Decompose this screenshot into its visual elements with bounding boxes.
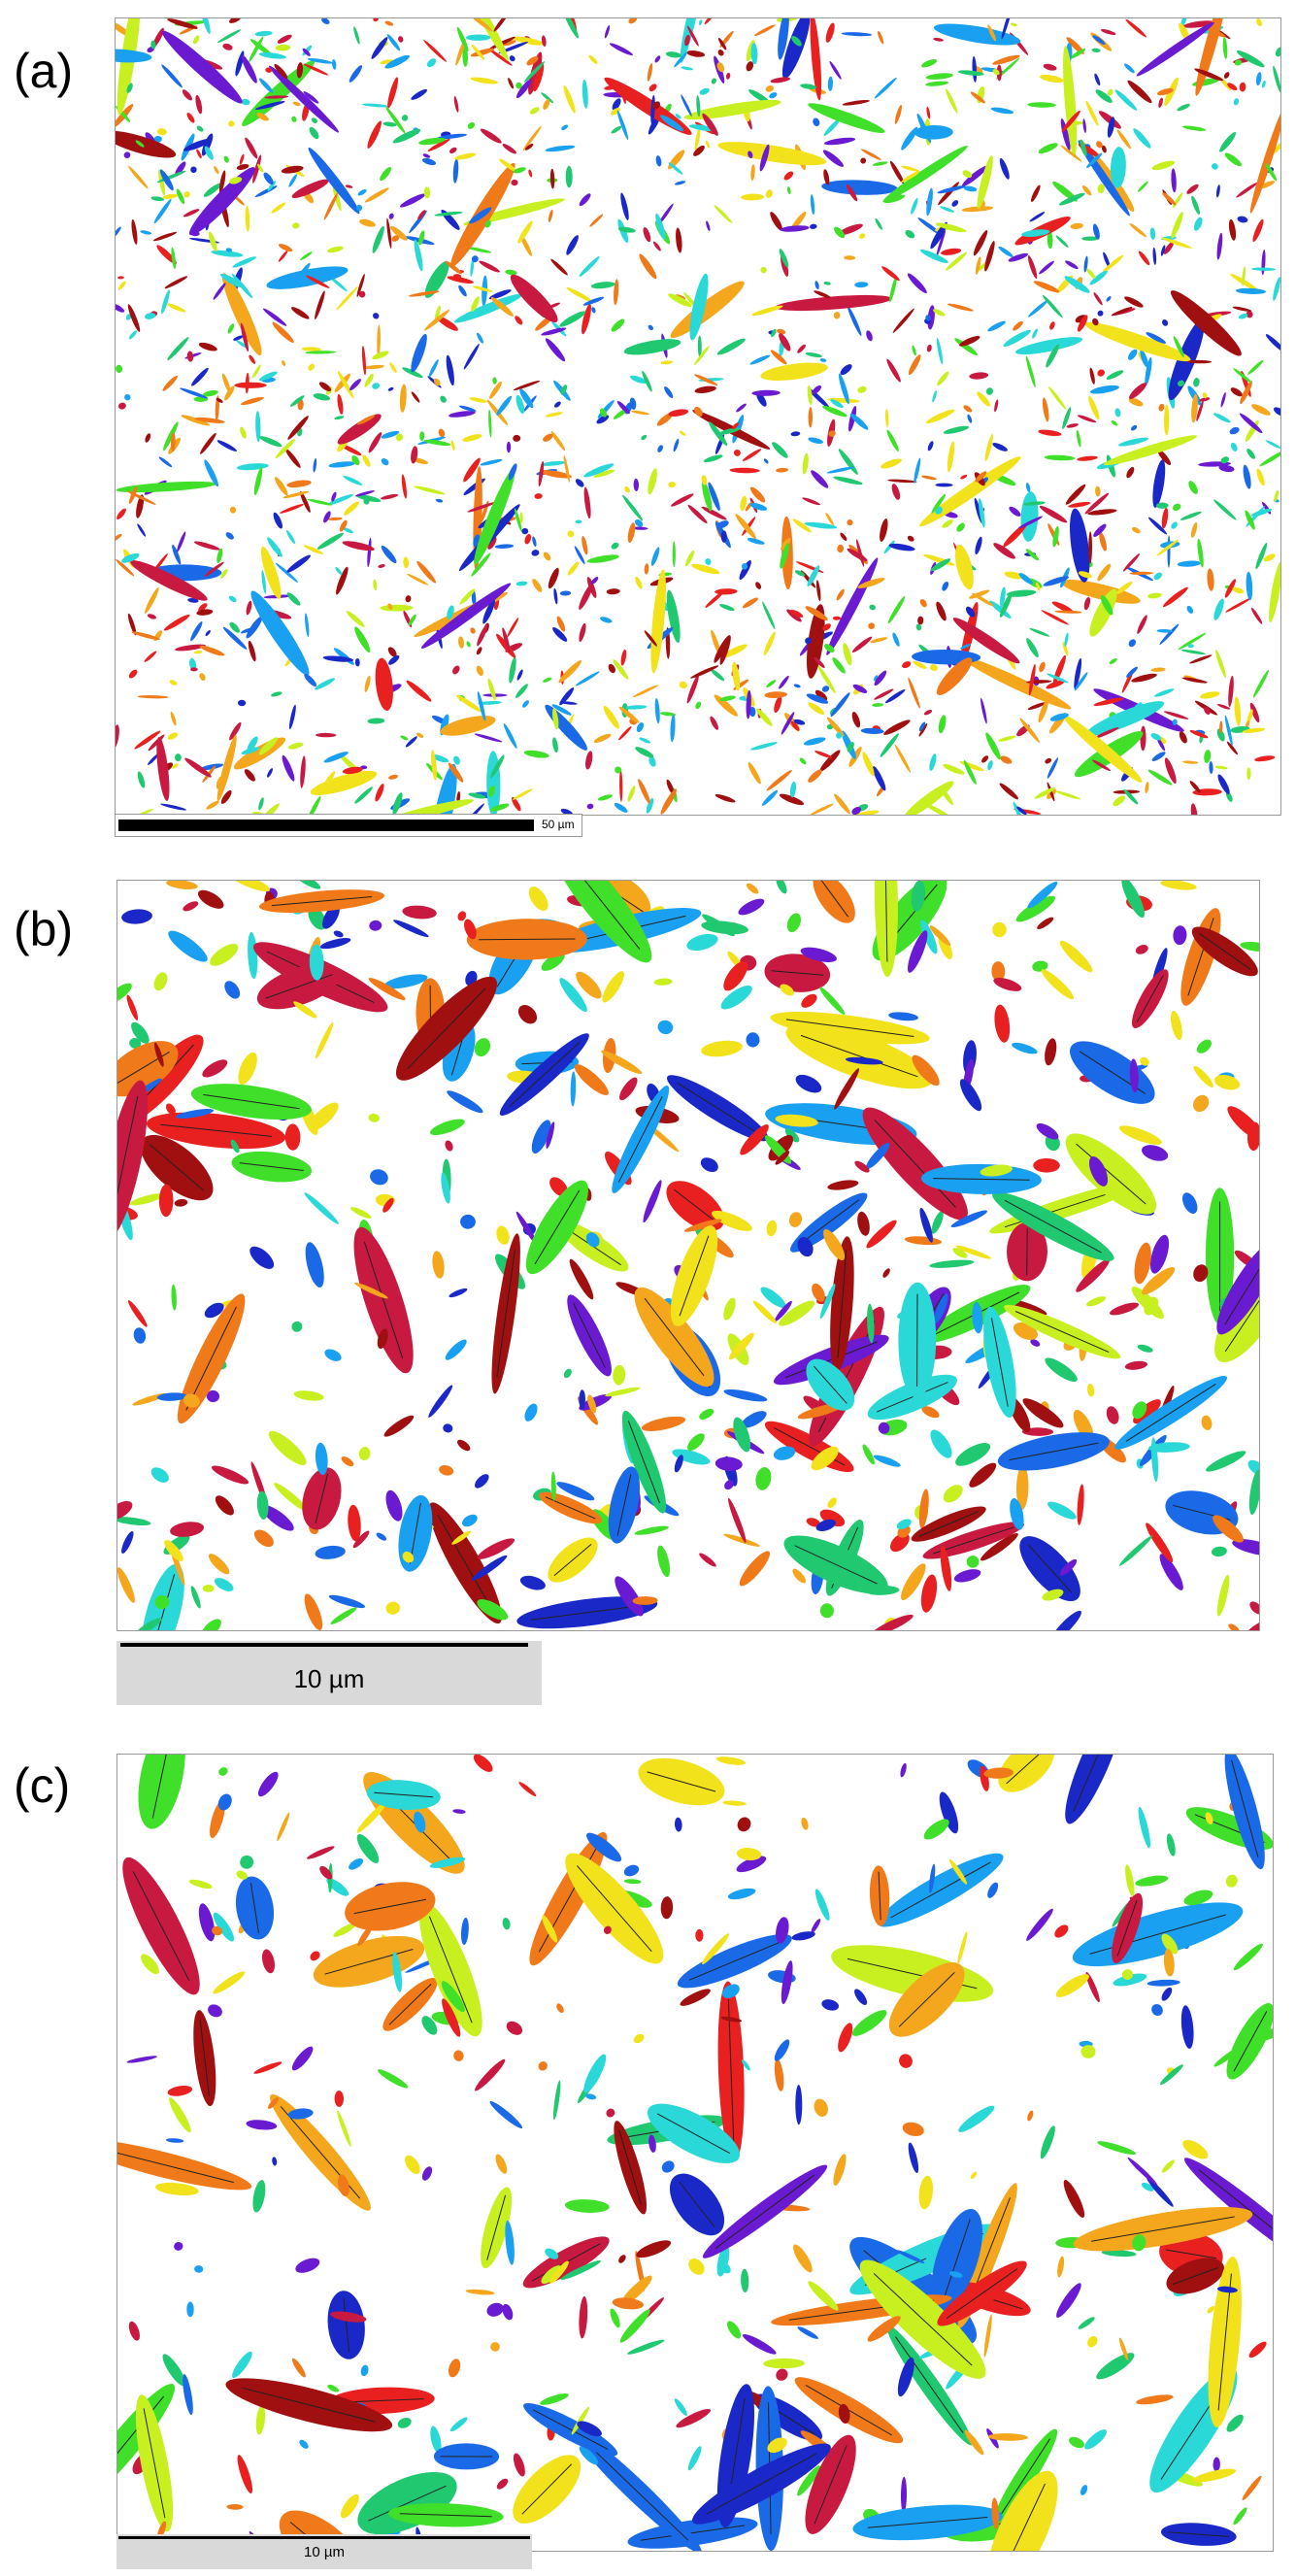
panel-b-ebsd-map [116, 880, 1260, 1631]
panel-c-scale-label: 10 µm [304, 2544, 345, 2560]
panel-c-scale-line [118, 2536, 530, 2539]
panel-a-grain-image [116, 18, 1280, 815]
panel-a-ebsd-map [115, 17, 1281, 816]
panel-a-scale-bar: 50 µm [115, 814, 582, 837]
panel-c-ebsd-map [116, 1754, 1274, 2552]
panel-c-label: (c) [14, 1758, 71, 1813]
panel-b-scale-label: 10 µm [293, 1664, 365, 1693]
panel-a-scale-line [118, 820, 534, 831]
panel-a-scale-label: 50 µm [542, 818, 575, 831]
panel-b-scale-bar: 10 µm [116, 1641, 542, 1705]
panel-c-grain-image [117, 1755, 1273, 2551]
panel-a-label: (a) [14, 44, 74, 98]
panel-b-label: (b) [14, 902, 74, 956]
panel-b-grain-image [117, 881, 1259, 1630]
panel-c-scale-bar: 10 µm [116, 2534, 532, 2569]
panel-b-scale-line [120, 1643, 528, 1647]
